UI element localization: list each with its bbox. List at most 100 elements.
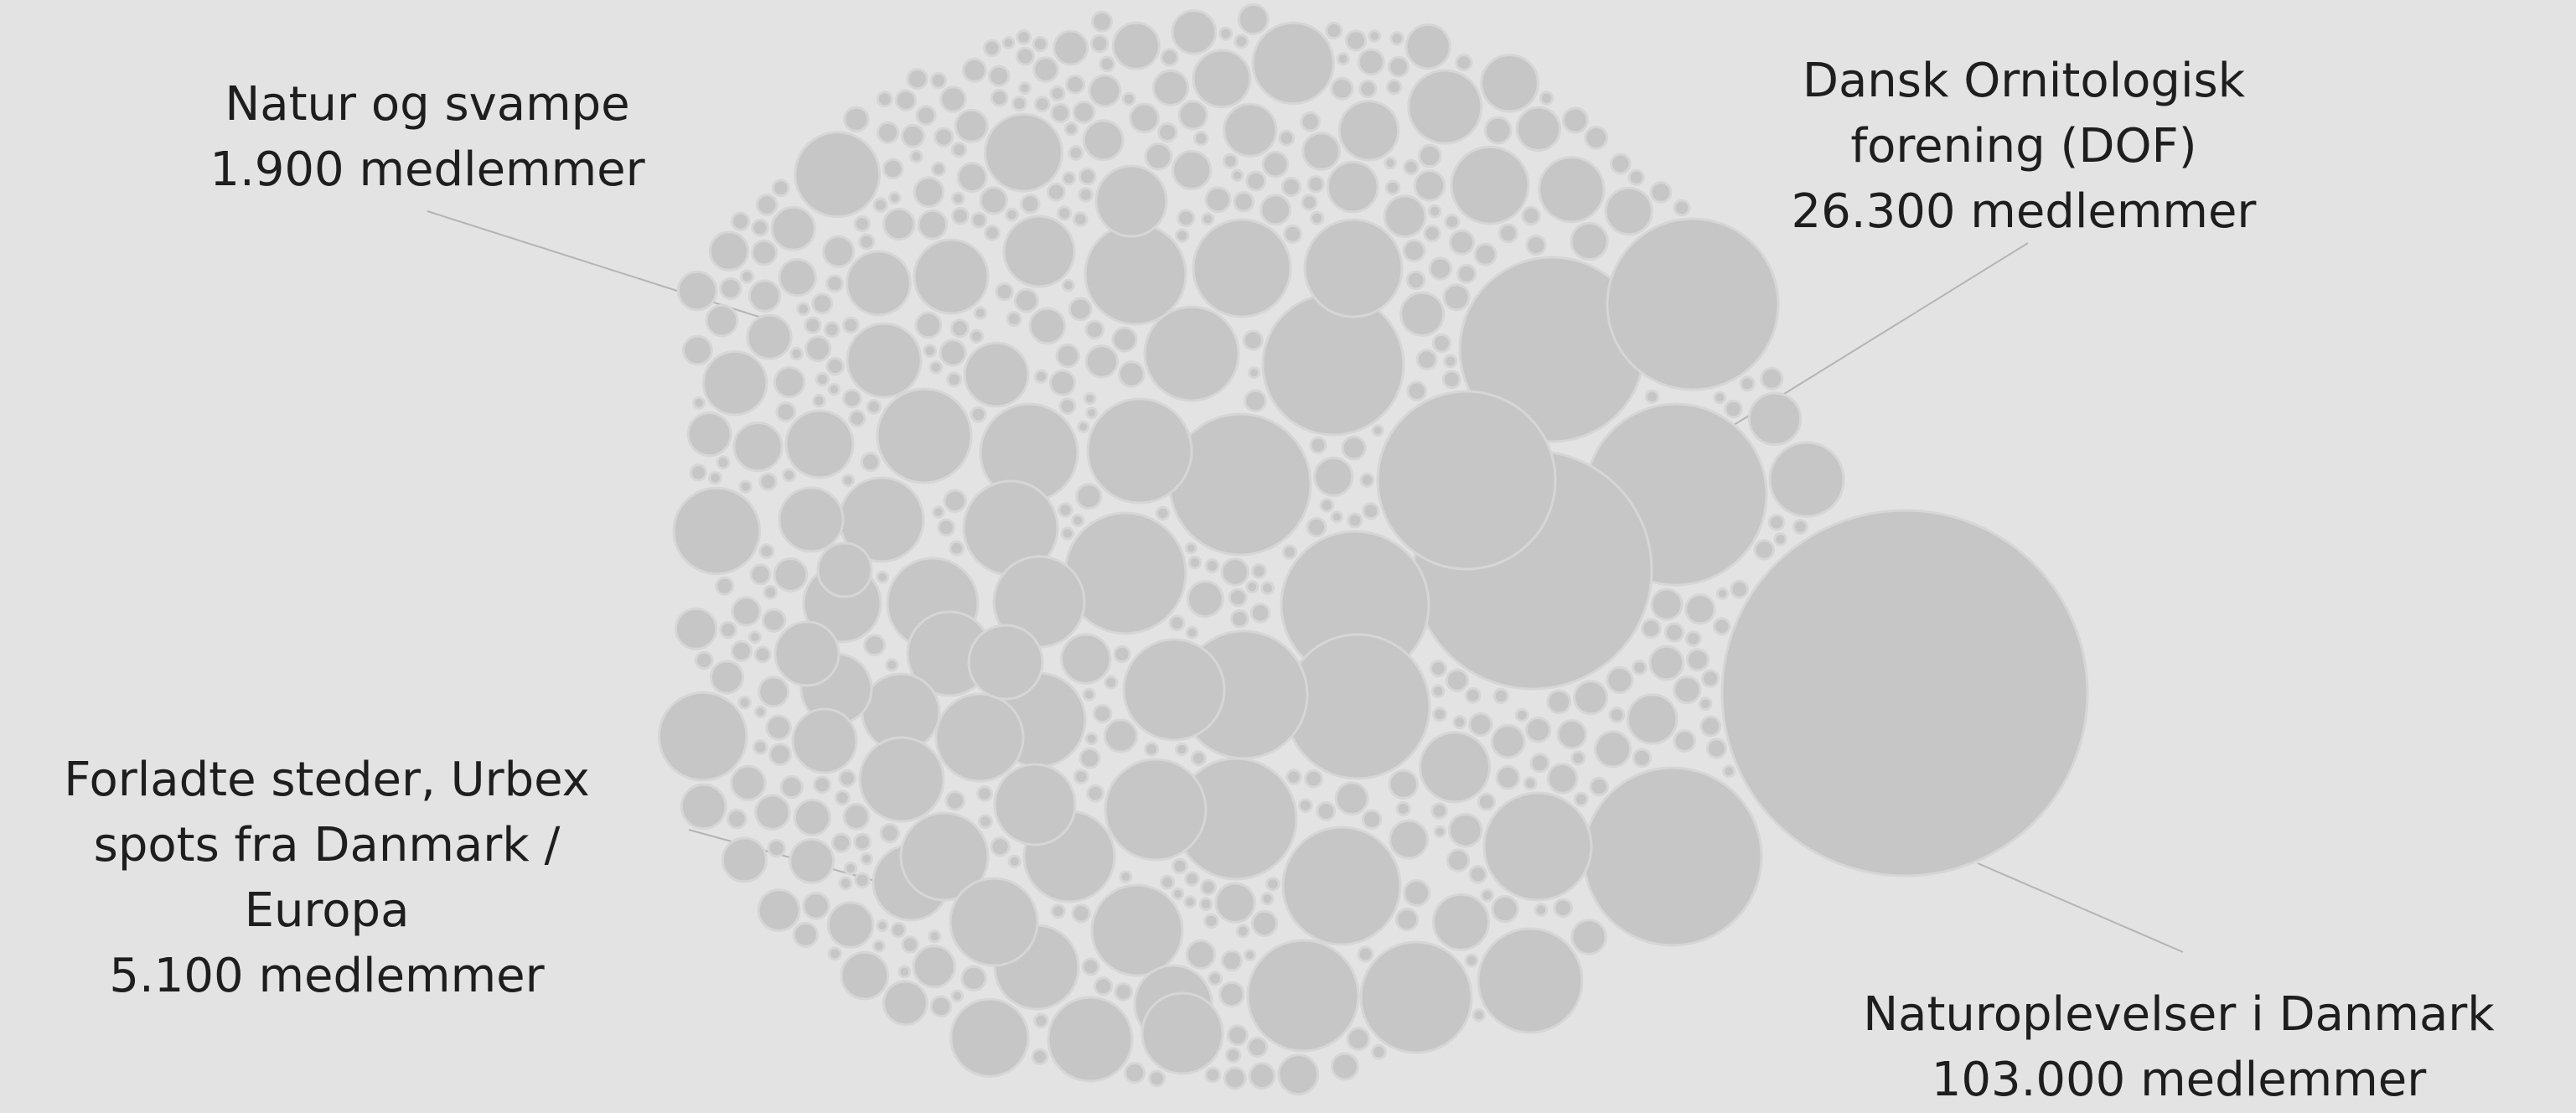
bubble-other-group <box>1113 645 1131 664</box>
bubble-other-group <box>1234 34 1249 49</box>
bubble-other-group <box>1185 625 1199 639</box>
bubble-other-group <box>950 989 965 1003</box>
bubble-other-group <box>1495 764 1521 790</box>
label-dof: Dansk Ornitologisk forening (DOF) 26.300… <box>1726 49 2321 245</box>
bubble-other-group <box>1117 360 1146 388</box>
bubble-other-group <box>1228 588 1248 608</box>
bubble-other-group <box>1413 169 1446 202</box>
bubble-other-group <box>1546 763 1579 795</box>
bubble-other-group <box>1078 187 1094 203</box>
bubble-other-group <box>1441 370 1461 390</box>
bubble-other-group <box>1491 894 1519 924</box>
bubble-other-group <box>1361 809 1383 830</box>
bubble-other-group <box>1002 215 1076 288</box>
bubble-other-group <box>1111 326 1138 353</box>
bubble-other-group <box>1389 31 1404 46</box>
bubble-other-group <box>1362 502 1380 520</box>
bubble-other-group <box>882 207 916 241</box>
bubble-other-group <box>1570 221 1609 261</box>
bubble-other-group <box>721 836 768 883</box>
bubble-other-group <box>1244 389 1267 413</box>
bubble-other-group <box>843 106 870 133</box>
bubble-other-group <box>1065 74 1085 95</box>
bubble-other-group <box>950 142 968 158</box>
bubble-other-group <box>1251 563 1267 579</box>
bubble-other-group <box>970 211 988 229</box>
bubble-other-group <box>680 783 727 831</box>
bubble-other-group <box>993 763 1077 846</box>
label-name-line: forening (DOF) <box>1850 119 2197 173</box>
bubble-other-group <box>1281 826 1402 946</box>
bubble-other-group <box>1007 854 1022 869</box>
bubble-other-group <box>1198 897 1213 911</box>
bubble-other-group <box>1094 164 1168 238</box>
bubble-other-group <box>1641 618 1662 639</box>
bubble-other-group <box>1492 687 1509 705</box>
bubble-other-group <box>719 277 742 300</box>
bubble-other-group <box>826 901 875 949</box>
bubble-other-group <box>1068 145 1084 161</box>
bubble-other-group <box>1650 588 1684 621</box>
bubble-other-group <box>1450 145 1530 225</box>
bubble-other-group <box>1177 100 1208 131</box>
bubble-other-group <box>1330 76 1354 101</box>
bubble-other-group <box>1221 950 1243 972</box>
bubble-other-group <box>757 888 801 932</box>
bubble-other-group <box>1446 848 1471 872</box>
bubble-other-group <box>682 334 713 366</box>
bubble-other-group <box>932 505 945 519</box>
label-name: Naturoplevelser i Danmark <box>1863 987 2495 1042</box>
bubble-other-group <box>1444 213 1461 230</box>
bubble-other-group <box>890 921 907 939</box>
bubble-other-group <box>1224 1047 1242 1064</box>
bubble-other-group <box>885 658 899 672</box>
bubble-other-group <box>830 832 852 853</box>
bubble-other-group <box>1606 666 1634 694</box>
bubble-other-group <box>823 321 841 339</box>
bubble-other-group <box>775 401 797 422</box>
bubble-other-group <box>1407 69 1483 145</box>
bubble-other-group <box>1223 102 1278 158</box>
label-naturoplevelser-i-danmark: Naturoplevelser i Danmark 103.000 medlem… <box>1810 982 2548 1113</box>
bubble-other-group <box>882 980 928 1027</box>
bubble-other-group <box>1561 106 1589 134</box>
bubble-other-group <box>1358 79 1378 99</box>
bubble-other-group <box>1448 812 1483 848</box>
bubble-other-group <box>1046 182 1066 202</box>
bubble-other-group <box>1082 119 1125 162</box>
bubble-other-group <box>973 306 988 320</box>
bubble-other-group <box>872 197 888 213</box>
bubble-other-group <box>1452 715 1467 730</box>
bubble-other-group <box>1214 882 1256 924</box>
bubble-other-group <box>686 412 732 458</box>
bubble-other-group <box>1573 680 1609 716</box>
bubble-other-group <box>970 406 987 423</box>
bubble-other-group <box>913 176 945 208</box>
bubble-other-group <box>1088 74 1122 108</box>
bubble-other-group <box>1768 441 1845 518</box>
bubble-other-group <box>1032 56 1059 83</box>
bubble-other-group <box>1200 878 1217 896</box>
bubble-other-group <box>1233 190 1254 213</box>
bubble-other-group <box>1227 1024 1249 1047</box>
bubble-other-group <box>1230 609 1249 629</box>
bubble-other-group <box>1298 798 1313 814</box>
bubble-other-group <box>1456 263 1477 284</box>
bubble-other-group <box>792 921 819 948</box>
bubble-other-group <box>1594 730 1632 769</box>
bubble-other-group <box>1082 687 1096 701</box>
bubble-other-group <box>1218 26 1234 41</box>
bubble-other-group <box>858 736 945 823</box>
label-count: 26.300 medlemmer <box>1791 184 2257 239</box>
bubble-other-group <box>853 832 872 852</box>
bubble-other-group <box>1033 1012 1049 1029</box>
bubble-other-group <box>1223 1066 1247 1090</box>
bubble-other-group <box>1114 982 1134 1002</box>
bubble-other-group <box>1072 100 1096 124</box>
bubble-other-group <box>1341 435 1367 461</box>
bubble-other-group <box>715 576 735 596</box>
bubble-other-group <box>804 335 832 363</box>
bubble-other-group <box>1204 558 1220 574</box>
bubble-other-group <box>1301 132 1341 171</box>
bubble-other-group <box>1673 676 1702 705</box>
